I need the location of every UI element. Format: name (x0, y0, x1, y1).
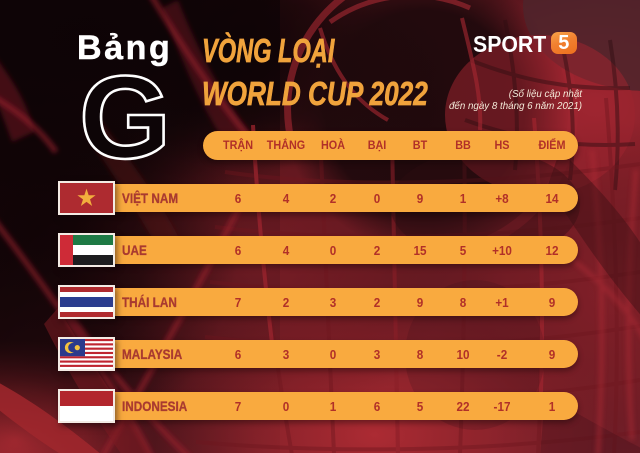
svg-text:G: G (79, 57, 171, 184)
